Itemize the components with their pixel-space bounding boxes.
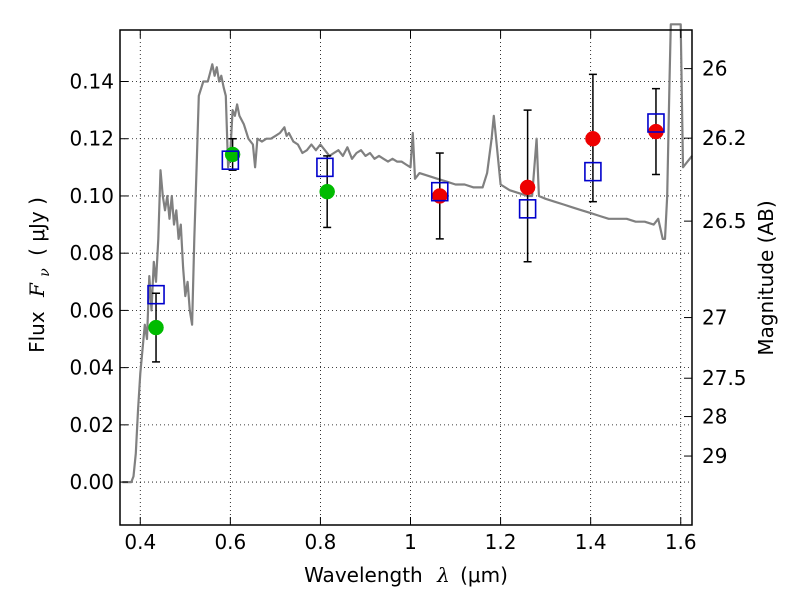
y-axis-ticks: 0.00 0.02 0.04 0.06 0.08 0.10 0.12 0.14	[69, 70, 128, 494]
model-spectrum-line	[122, 23, 693, 484]
y2-tick-label-2: 26.5	[702, 209, 747, 233]
y-tick-label-4: 0.08	[69, 241, 114, 265]
x-tick-label-2: 0.8	[305, 530, 337, 554]
model-box-0	[147, 284, 165, 305]
model-box-2	[316, 157, 334, 178]
y-tick-label-2: 0.04	[69, 356, 114, 380]
y-tick-label-5: 0.10	[69, 184, 114, 208]
y2-tick-label-6: 29	[702, 444, 727, 468]
y2-tick-label-3: 27	[702, 306, 727, 330]
data-points	[147, 113, 665, 336]
y2-tick-label-4: 27.5	[702, 366, 747, 390]
y2-tick-label-0: 26	[702, 57, 727, 81]
model-box-1	[221, 150, 240, 170]
green-point-2	[319, 183, 335, 200]
x-tick-label-4: 1.2	[485, 530, 517, 554]
x-axis-label-unit: (μm)	[460, 563, 508, 587]
grid-lines	[120, 30, 692, 525]
plot-frame	[119, 29, 693, 526]
y-axis-label-unit: ( μJy )	[25, 197, 49, 256]
y-tick-label-0: 0.00	[69, 470, 114, 494]
y-tick-label-7: 0.14	[69, 70, 114, 94]
y-tick-label-1: 0.02	[69, 413, 114, 437]
x-tick-label-5: 1.4	[575, 530, 607, 554]
green-point-0	[148, 319, 164, 336]
y2-axis-label: Magnitude (AB)	[754, 200, 778, 355]
x-axis-label: Wavelength λ (μm)	[304, 563, 508, 587]
model-box-4	[518, 199, 537, 219]
error-bars	[152, 73, 660, 363]
model-box-6	[647, 113, 665, 133]
y2-tick-label-1: 26.2	[702, 126, 747, 150]
model-spectrum	[122, 23, 693, 484]
y2-tick-label-5: 28	[702, 405, 727, 429]
y-tick-label-6: 0.12	[69, 127, 114, 151]
y-axis-label-subscript: ν	[37, 268, 53, 277]
y-axis-label-prefix: Flux	[25, 311, 49, 353]
red-point-2	[585, 130, 601, 147]
x-axis-ticks: 0.4 0.6 0.8 1 1.2 1.4 1.6	[124, 30, 697, 554]
x-tick-label-1: 0.6	[214, 530, 246, 554]
model-box-5	[584, 161, 602, 182]
y2-axis-ticks: 26 26.2 26.5 27 27.5 28 29	[684, 57, 747, 468]
x-axis-label-symbol: λ	[436, 563, 450, 587]
x-tick-label-6: 1.6	[665, 530, 697, 554]
x-axis-label-prefix: Wavelength	[304, 563, 423, 587]
y-tick-label-3: 0.06	[69, 298, 114, 322]
red-point-1	[519, 179, 536, 196]
y-axis-label-symbol: F	[25, 282, 49, 298]
model-box-3	[430, 181, 449, 202]
y-axis-label: Flux F ν ( μJy )	[25, 197, 54, 353]
x-tick-label-0: 0.4	[124, 530, 156, 554]
x-tick-label-3: 1	[404, 530, 417, 554]
